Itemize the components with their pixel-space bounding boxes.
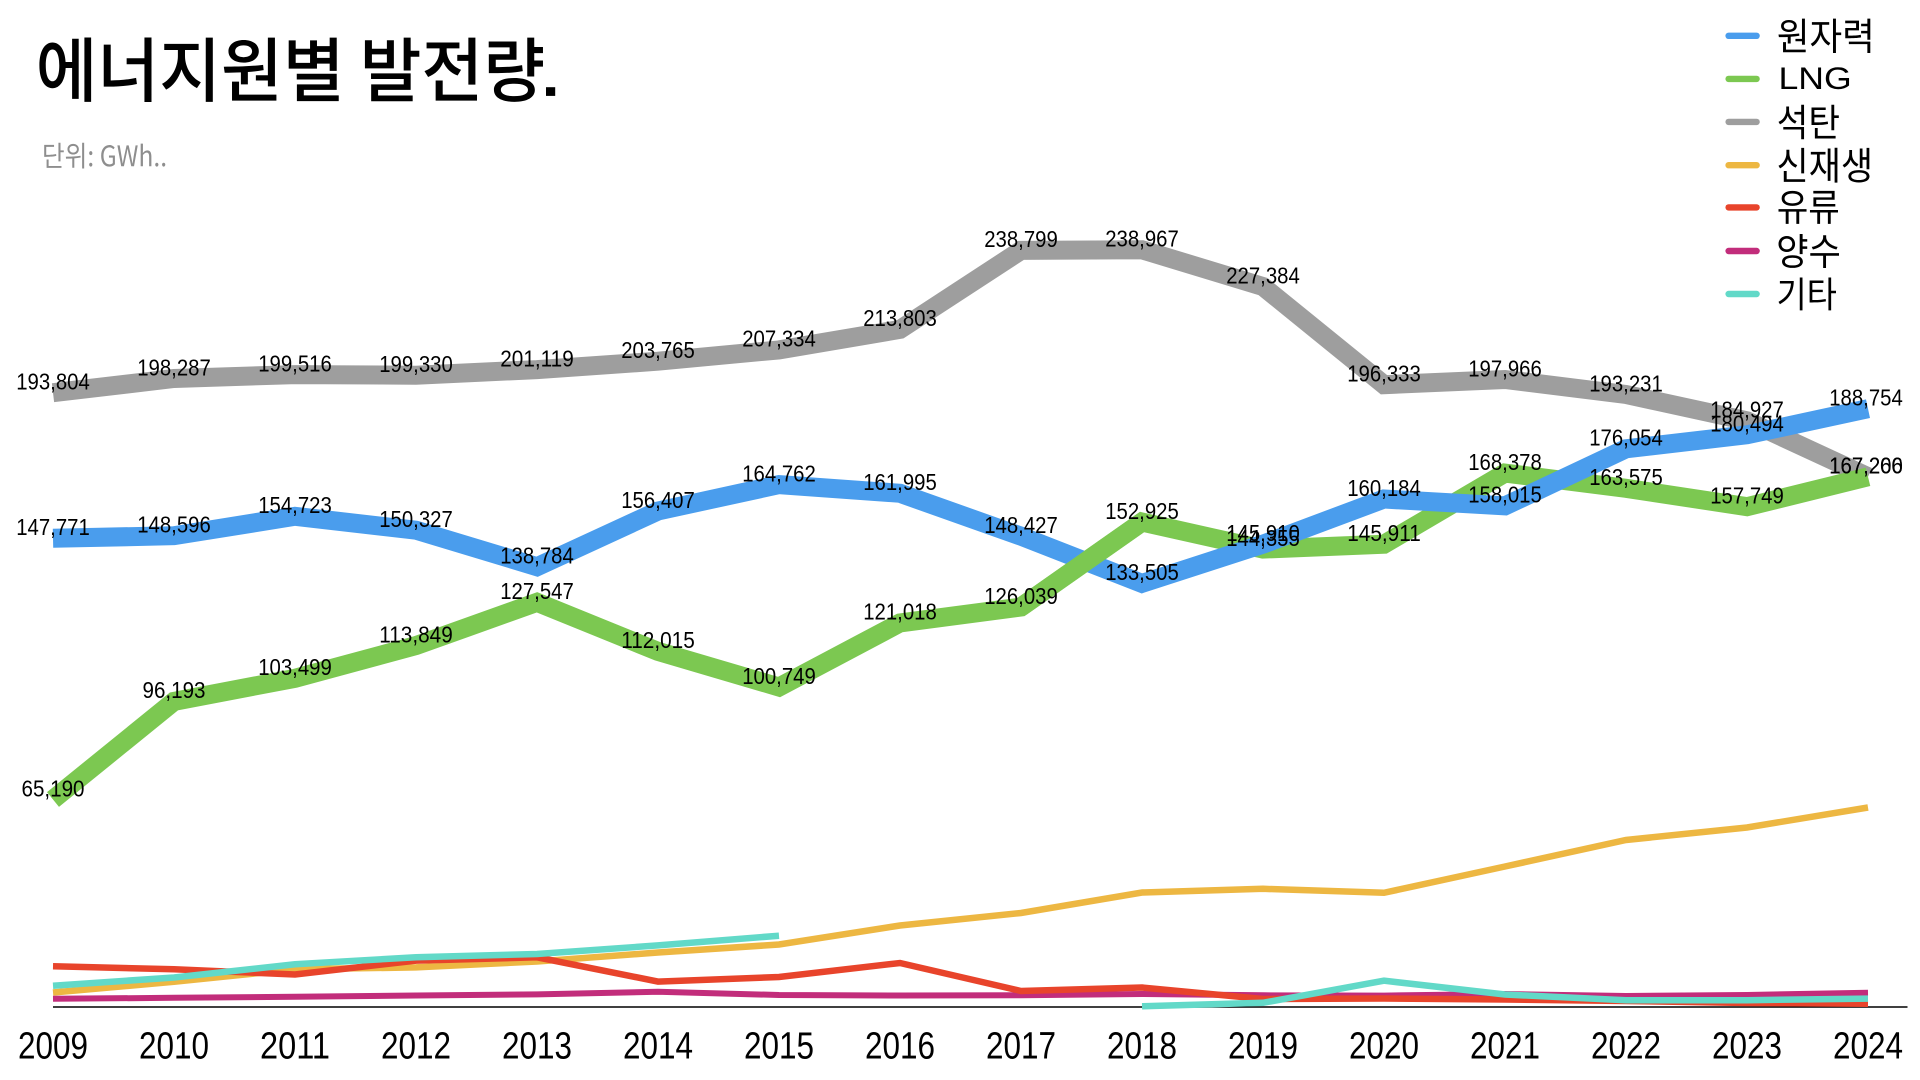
svg-text:2009: 2009 — [18, 1026, 88, 1068]
svg-text:2011: 2011 — [260, 1026, 330, 1068]
svg-text:207,334: 207,334 — [742, 326, 816, 352]
svg-text:184,927: 184,927 — [1710, 397, 1784, 423]
svg-text:121,018: 121,018 — [863, 599, 937, 625]
svg-text:103,499: 103,499 — [258, 654, 332, 680]
svg-text:65,190: 65,190 — [22, 775, 85, 801]
svg-text:193,231: 193,231 — [1589, 370, 1663, 396]
svg-text:LNG: LNG — [1779, 61, 1852, 96]
svg-text:133,505: 133,505 — [1105, 559, 1179, 585]
svg-text:112,015: 112,015 — [621, 627, 695, 653]
svg-text:176,054: 176,054 — [1589, 425, 1663, 451]
svg-text:167,260: 167,260 — [1829, 453, 1903, 479]
svg-text:163,575: 163,575 — [1589, 464, 1663, 490]
svg-text:213,803: 213,803 — [863, 305, 937, 331]
svg-text:199,330: 199,330 — [379, 351, 453, 377]
svg-text:148,596: 148,596 — [137, 512, 211, 538]
svg-text:2020: 2020 — [1349, 1026, 1419, 1068]
svg-text:113,849: 113,849 — [379, 621, 453, 647]
svg-text:2014: 2014 — [623, 1026, 693, 1068]
svg-text:2013: 2013 — [502, 1026, 572, 1068]
svg-text:96,193: 96,193 — [143, 677, 206, 703]
svg-text:201,119: 201,119 — [500, 345, 574, 371]
svg-text:193,804: 193,804 — [16, 369, 90, 395]
svg-text:2023: 2023 — [1712, 1026, 1782, 1068]
svg-text:168,378: 168,378 — [1468, 449, 1542, 475]
svg-text:167,206: 167,206 — [1829, 453, 1903, 479]
svg-text:161,995: 161,995 — [863, 469, 937, 495]
svg-text:164,762: 164,762 — [742, 460, 816, 486]
svg-text:2021: 2021 — [1470, 1026, 1540, 1068]
svg-text:2010: 2010 — [139, 1026, 209, 1068]
svg-text:148,427: 148,427 — [984, 512, 1058, 538]
svg-text:152,925: 152,925 — [1105, 498, 1179, 524]
svg-text:196,333: 196,333 — [1347, 361, 1421, 387]
svg-text:203,765: 203,765 — [621, 337, 695, 363]
svg-text:197,966: 197,966 — [1468, 355, 1542, 381]
svg-text:2012: 2012 — [381, 1026, 451, 1068]
svg-text:127,547: 127,547 — [500, 578, 574, 604]
svg-text:154,723: 154,723 — [258, 492, 332, 518]
svg-text:2019: 2019 — [1228, 1026, 1298, 1068]
svg-text:198,287: 198,287 — [137, 354, 211, 380]
svg-text:126,039: 126,039 — [984, 583, 1058, 609]
svg-text:188,754: 188,754 — [1829, 385, 1903, 411]
svg-text:138,784: 138,784 — [500, 543, 574, 569]
svg-text:227,384: 227,384 — [1226, 262, 1300, 288]
svg-text:144,355: 144,355 — [1226, 525, 1300, 551]
svg-text:145,911: 145,911 — [1347, 520, 1421, 546]
svg-text:2015: 2015 — [744, 1026, 814, 1068]
svg-text:180,494: 180,494 — [1710, 411, 1784, 437]
svg-text:158,015: 158,015 — [1468, 482, 1542, 508]
svg-text:145,910: 145,910 — [1226, 520, 1300, 546]
svg-text:147,771: 147,771 — [16, 514, 90, 540]
svg-text:150,327: 150,327 — [379, 506, 453, 532]
svg-text:2022: 2022 — [1591, 1026, 1661, 1068]
svg-text:238,967: 238,967 — [1105, 226, 1179, 252]
svg-text:100,749: 100,749 — [742, 663, 816, 689]
svg-text:160,184: 160,184 — [1347, 475, 1421, 501]
svg-text:156,407: 156,407 — [621, 487, 695, 513]
svg-text:2018: 2018 — [1107, 1026, 1177, 1068]
svg-text:238,799: 238,799 — [984, 226, 1058, 252]
svg-text:199,516: 199,516 — [258, 350, 332, 376]
svg-text:2017: 2017 — [986, 1026, 1056, 1068]
svg-text:2016: 2016 — [865, 1026, 935, 1068]
svg-text:157,749: 157,749 — [1710, 483, 1784, 509]
svg-text:2024: 2024 — [1833, 1026, 1903, 1068]
